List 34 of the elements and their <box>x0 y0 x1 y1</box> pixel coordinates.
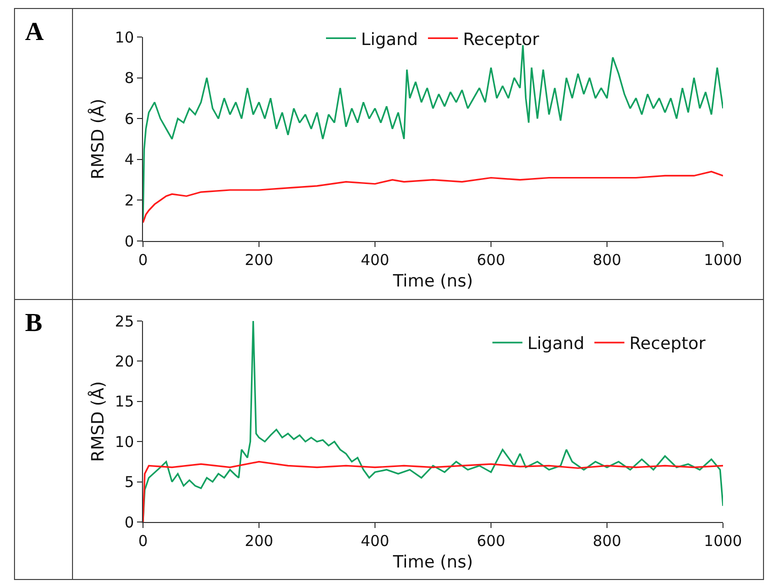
legend-label: Receptor <box>462 30 540 50</box>
y-axis-title: RMSD (Å) <box>87 98 108 180</box>
x-tick-label: 200 <box>244 532 274 550</box>
x-tick-label: 200 <box>244 251 274 269</box>
y-tick-label: 0 <box>124 513 134 532</box>
y-axis-title: RMSD (Å) <box>87 381 108 462</box>
x-tick-label: 400 <box>360 251 390 269</box>
x-tick-label: 400 <box>360 532 390 550</box>
x-tick-label: 1000 <box>704 251 742 269</box>
y-tick-label: 25 <box>114 312 134 330</box>
y-tick-label: 2 <box>124 191 134 210</box>
x-axis-title: Time (ns) <box>392 552 473 572</box>
x-axis-title: Time (ns) <box>392 271 473 292</box>
x-tick-label: 800 <box>592 251 622 269</box>
y-tick-label: 10 <box>114 432 134 451</box>
x-tick-label: 600 <box>476 532 506 550</box>
y-tick-label: 5 <box>124 473 134 492</box>
x-tick-label: 800 <box>592 532 622 550</box>
chart-title: B <box>15 300 73 580</box>
x-tick-label: 1000 <box>704 532 742 550</box>
y-tick-label: 6 <box>124 110 134 128</box>
chart-title: A <box>15 9 73 299</box>
x-tick-label: 600 <box>476 251 506 269</box>
x-tick-label: 0 <box>138 251 148 269</box>
legend-label: Ligand <box>527 334 584 354</box>
x-tick-label: 0 <box>138 532 148 550</box>
y-tick-label: 10 <box>114 28 134 46</box>
y-tick-label: 4 <box>124 150 134 169</box>
y-tick-label: 0 <box>124 232 134 250</box>
legend-label: Ligand <box>361 30 418 50</box>
y-tick-label: 8 <box>124 69 134 88</box>
legend-label: Receptor <box>629 334 706 354</box>
y-tick-label: 15 <box>114 392 134 411</box>
y-tick-label: 20 <box>114 352 134 370</box>
